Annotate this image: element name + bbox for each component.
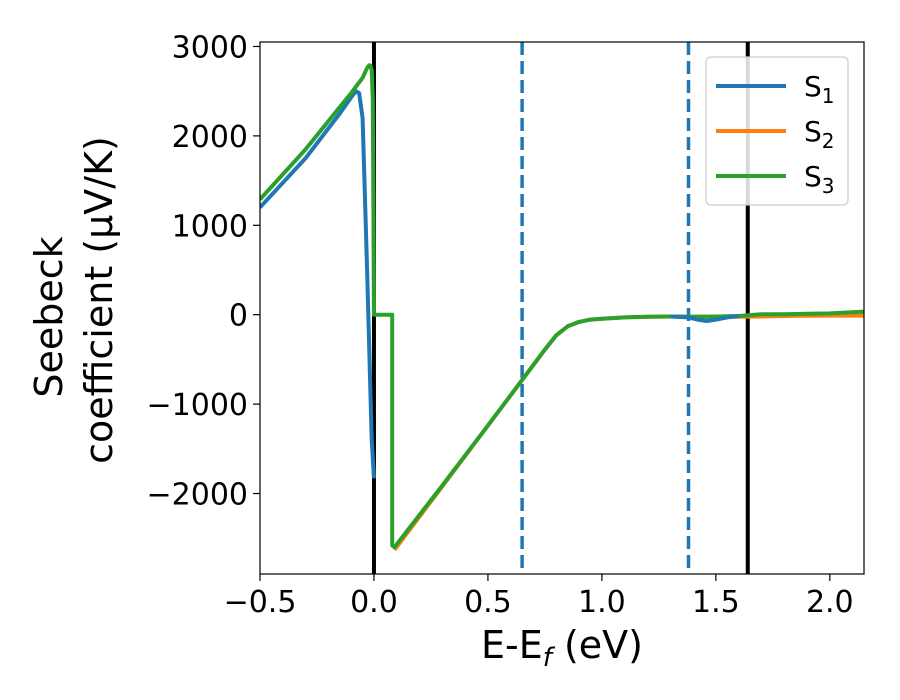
legend-label-s3: S3 bbox=[804, 160, 835, 198]
y-axis: 3000 2000 1000 0 −1000 −2000 bbox=[147, 30, 260, 513]
series-lines bbox=[260, 63, 864, 552]
x-axis-label: E-Ef (eV) bbox=[481, 623, 643, 673]
y-axis-label-line1: Seebeck bbox=[27, 236, 71, 397]
x-tick-label: −0.5 bbox=[224, 585, 297, 620]
y-axis-label-line2: coefficient (μV/K) bbox=[77, 136, 121, 464]
plot-area-frame bbox=[259, 41, 865, 575]
x-tick-label: 1.5 bbox=[692, 585, 740, 620]
y-tick-label: 1000 bbox=[172, 209, 248, 244]
x-tick-label: 0.0 bbox=[350, 585, 398, 620]
x-tick-label: 2.0 bbox=[806, 585, 854, 620]
legend-label-s1: S1 bbox=[804, 70, 835, 108]
y-tick-label: −2000 bbox=[147, 478, 248, 513]
series-line-s1 bbox=[260, 89, 376, 479]
y-tick-label: 2000 bbox=[172, 120, 248, 155]
x-tick-label: 0.5 bbox=[464, 585, 512, 620]
legend-label-s2: S2 bbox=[804, 115, 835, 153]
x-tick-label: 1.0 bbox=[578, 585, 626, 620]
y-tick-label: −1000 bbox=[147, 388, 248, 423]
x-axis: −0.5 0.0 0.5 1.0 1.5 2.0 bbox=[224, 574, 854, 620]
legend: S1 S2 S3 bbox=[705, 56, 849, 206]
reference-lines bbox=[371, 42, 750, 574]
series-line-s2 bbox=[392, 313, 864, 552]
y-tick-label: 0 bbox=[229, 299, 248, 334]
series-line-extra-3 bbox=[670, 314, 739, 323]
y-tick-label: 3000 bbox=[172, 30, 248, 65]
